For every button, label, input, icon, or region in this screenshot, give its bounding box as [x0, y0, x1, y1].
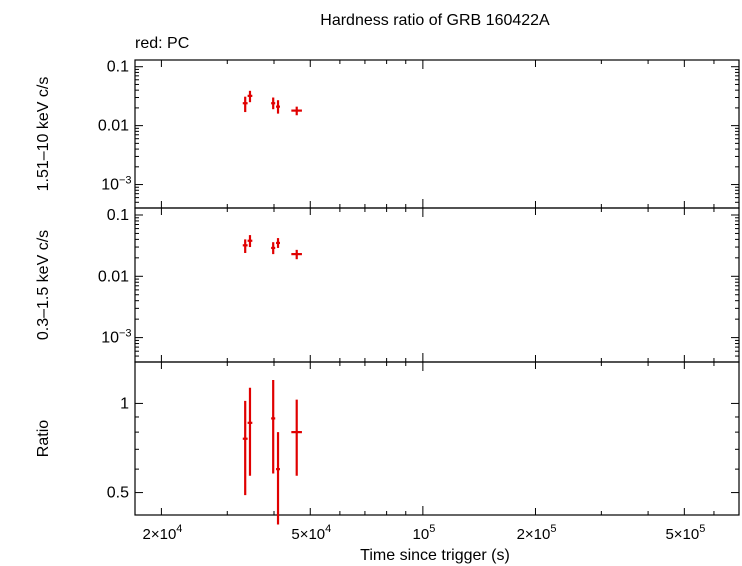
panel-frame	[134, 361, 740, 516]
y-axis-label-hard: 1.51–10 keV c/s	[35, 77, 52, 192]
data-point	[291, 106, 302, 116]
x-tick-exponent: 4	[325, 523, 331, 535]
panel-ratio: 1 0.5 Ratio	[35, 361, 740, 525]
data-point	[291, 399, 302, 476]
y-tick-label: 10	[101, 177, 119, 194]
data-point	[276, 238, 280, 248]
chart-title: Hardness ratio of GRB 160422A	[320, 12, 550, 29]
data-point	[247, 90, 253, 103]
x-tick-exponent: 4	[176, 523, 182, 535]
y-tick-exponent: −3	[119, 328, 132, 340]
data-point	[271, 242, 276, 255]
y-tick-label: 0.01	[98, 268, 129, 285]
data-point	[271, 97, 276, 110]
legend-label: red: PC	[135, 35, 189, 52]
x-tick-label: 5×10	[665, 526, 699, 543]
x-tick-label: 2×10	[143, 526, 177, 543]
y-tick-label: 1	[120, 395, 129, 412]
x-tick-label: 2×10	[517, 526, 551, 543]
panel-frame	[134, 59, 740, 209]
x-tick-exponent: 5	[550, 523, 556, 535]
y-axis-label-ratio: Ratio	[35, 420, 52, 457]
data-point	[242, 96, 248, 113]
y-tick-label: 0.1	[107, 59, 129, 76]
y-axis-label-soft: 0.3–1.5 keV c/s	[35, 230, 52, 340]
y-tick-label: 0.01	[98, 118, 129, 135]
data-point	[247, 387, 253, 476]
x-tick-label: 5×10	[291, 526, 325, 543]
y-tick-exponent: −3	[119, 175, 132, 187]
data-point	[242, 400, 248, 496]
panel-hard: 0.1 0.01 10 −3 1.51–10 keV c/s	[35, 59, 740, 209]
y-tick-label: 10	[101, 330, 119, 347]
x-tick-exponent: 5	[699, 523, 705, 535]
data-point	[276, 432, 280, 525]
data-point	[242, 239, 248, 253]
panel-frame	[134, 207, 740, 363]
data-point	[276, 100, 280, 114]
x-tick-exponent: 5	[429, 523, 435, 535]
data-point	[291, 249, 302, 260]
y-tick-label: 0.5	[107, 485, 129, 502]
x-tick-label: 10	[413, 526, 430, 543]
data-point	[247, 235, 253, 248]
data-point	[271, 379, 276, 474]
y-tick-label: 0.1	[107, 207, 129, 224]
x-axis-label: Time since trigger (s)	[360, 547, 510, 564]
panel-soft: 0.1 0.01 10 −3 0.3–1.5 keV c/s	[35, 207, 740, 363]
